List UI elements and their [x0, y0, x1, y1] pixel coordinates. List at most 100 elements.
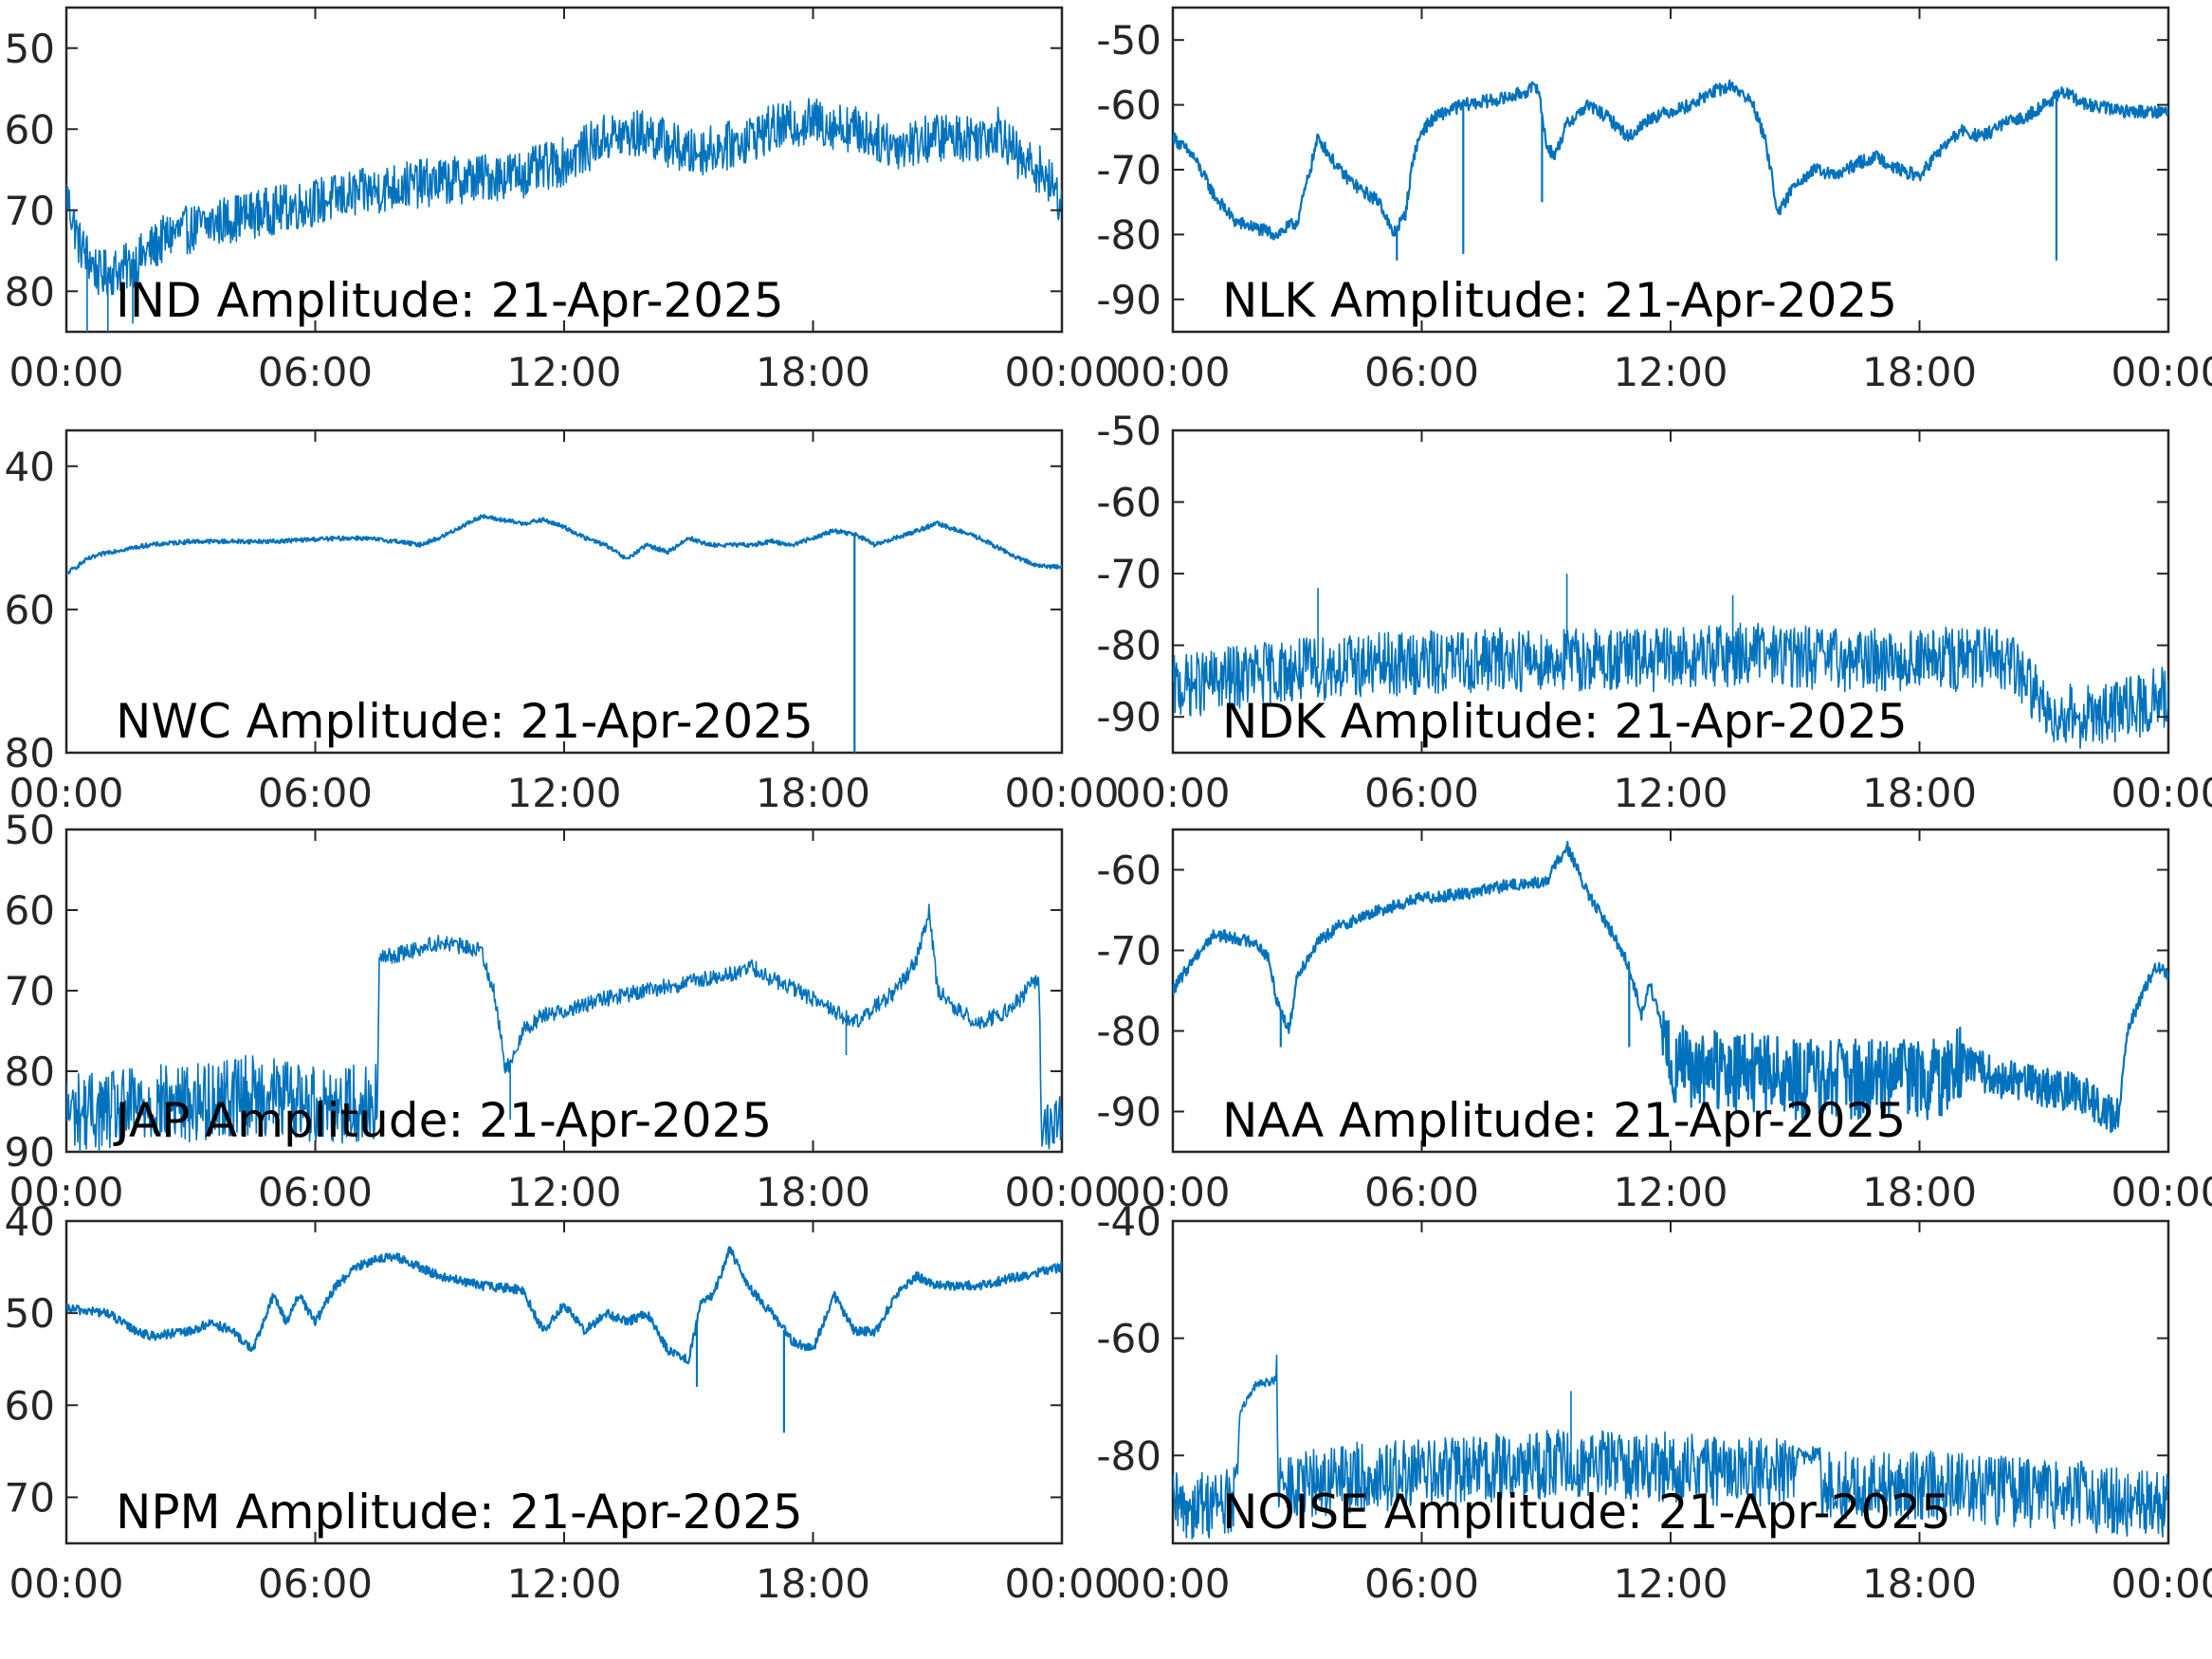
panel-npm-title: NPM Amplitude: 21-Apr-2025: [116, 1485, 803, 1540]
panel-nwc-series-line: [66, 514, 1062, 753]
panel-ind-x-tick-label: 18:00: [756, 349, 870, 395]
panel-nlk-x-tick-label: 12:00: [1613, 349, 1728, 395]
panel-nwc: 00:00 06:00 12:00 18:00 00:00 40 60 80 NWC Ampli…: [5, 428, 1120, 816]
panel-noise-x-tick-label: 00:00: [1115, 1560, 1230, 1607]
panel-naa-series-line: [1173, 840, 2168, 1134]
panel-noise-series-line: [1173, 1354, 2168, 1540]
panel-npm-y-tick-label: 40: [5, 1198, 55, 1245]
panel-naa-x-tick-label: 00:00: [2111, 1169, 2212, 1215]
panel-jap-y-tick-label: 80: [5, 1048, 55, 1095]
panel-ndk-series-line: [1173, 574, 2168, 749]
panel-ndk-x-tick-label: 18:00: [1862, 770, 1977, 816]
panel-npm-y-tick-label: 50: [5, 1290, 55, 1337]
panel-ind-series-line: [66, 98, 1062, 332]
panel-naa-y-tick-label: -70: [1096, 928, 1161, 975]
panel-nlk-x-tick-label: 06:00: [1364, 349, 1479, 395]
panel-naa-y-tick-label: -80: [1096, 1009, 1161, 1055]
panel-nlk-title: NLK Amplitude: 21-Apr-2025: [1222, 273, 1897, 328]
panel-nwc-x-tick-label: 12:00: [506, 770, 621, 816]
panel-jap-y-tick-label: 50: [5, 807, 55, 853]
panel-npm-y-tick-label: 60: [5, 1382, 55, 1429]
panel-nlk-x-tick-label: 00:00: [1115, 349, 1230, 395]
panel-ndk-y-tick-label: -80: [1096, 623, 1161, 669]
panel-nwc-y-tick-label: 40: [5, 444, 55, 490]
panel-ndk-axes-box: [1171, 428, 2170, 755]
panel-nlk-x-tick-label: 18:00: [1862, 349, 1977, 395]
panel-ndk-y-tick-label: -90: [1096, 694, 1161, 740]
panel-noise-x-tick-label: 18:00: [1862, 1560, 1977, 1607]
panel-npm-x-tick-label: 06:00: [258, 1560, 373, 1607]
panel-noise-y-tick-label: -40: [1096, 1198, 1161, 1245]
panel-jap-y-tick-label: 60: [5, 887, 55, 934]
panel-jap: 00:00 06:00 12:00 18:00 00:00 50 60 70 80 90 JAP A…: [5, 807, 1120, 1215]
panel-nlk-y-tick-label: -90: [1096, 277, 1161, 323]
panel-jap-x-tick-label: 06:00: [258, 1169, 373, 1215]
panel-nlk-x-tick-label: 00:00: [2111, 349, 2212, 395]
panel-noise: 00:00 06:00 12:00 18:00 00:00 -40 -60 -80 NOISE …: [1096, 1198, 2212, 1607]
panel-jap-x-tick-label: 00:00: [9, 1169, 123, 1215]
panel-ind-y-tick-label: 80: [5, 268, 55, 315]
panel-naa-y-tick-label: -60: [1096, 848, 1161, 894]
panel-npm-series-line: [66, 1246, 1062, 1433]
panel-nlk-y-tick-label: -60: [1096, 82, 1161, 129]
panel-naa-x-tick-label: 12:00: [1613, 1169, 1728, 1215]
panel-ndk-x-tick-label: 06:00: [1364, 770, 1479, 816]
panel-naa-y-tick-label: -90: [1096, 1089, 1161, 1136]
panel-npm-x-tick-label: 00:00: [1004, 1560, 1119, 1607]
panel-jap-x-tick-label: 18:00: [756, 1169, 870, 1215]
panel-ndk-y-tick-label: -50: [1096, 408, 1161, 454]
panel-ndk-y-tick-label: -60: [1096, 480, 1161, 526]
panel-ndk-x-tick-label: 12:00: [1613, 770, 1728, 816]
panel-ind-y-tick-label: 50: [5, 26, 55, 72]
panel-nwc-title: NWC Amplitude: 21-Apr-2025: [116, 694, 814, 749]
panel-noise-y-tick-label: -60: [1096, 1316, 1161, 1362]
panel-npm-x-tick-label: 18:00: [756, 1560, 870, 1607]
panel-jap-y-tick-label: 90: [5, 1129, 55, 1176]
panel-nlk-y-tick-label: -70: [1096, 147, 1161, 193]
panel-ndk-x-tick-label: 00:00: [1115, 770, 1230, 816]
panel-nwc-x-tick-label: 00:00: [1004, 770, 1119, 816]
panel-nwc-y-tick-label: 80: [5, 730, 55, 776]
panel-nlk: 00:00 06:00 12:00 18:00 00:00 -50 -60 -70 -80 -90…: [1096, 6, 2212, 395]
panel-npm-x-tick-label: 00:00: [9, 1560, 123, 1607]
panel-jap-y-tick-label: 70: [5, 968, 55, 1014]
panel-ind: 00:00 06:00 12:00 18:00 00:00 50 60 70 80 IND Amp…: [5, 6, 1120, 395]
panel-noise-x-tick-label: 00:00: [2111, 1560, 2212, 1607]
panel-naa-x-tick-label: 18:00: [1862, 1169, 1977, 1215]
panel-npm-x-tick-label: 12:00: [506, 1560, 621, 1607]
panel-nwc-x-tick-label: 06:00: [258, 770, 373, 816]
panel-ndk: 00:00 06:00 12:00 18:00 00:00 -50 -60 -70 -80 -90…: [1096, 408, 2212, 816]
panel-ind-title: IND Amplitude: 21-Apr-2025: [116, 273, 784, 328]
panel-nlk-y-tick-label: -80: [1096, 211, 1161, 258]
panel-nlk-series-line: [1173, 79, 2168, 261]
panel-noise-y-tick-label: -80: [1096, 1432, 1161, 1479]
panel-nwc-y-tick-label: 60: [5, 587, 55, 633]
panel-npm-y-tick-label: 70: [5, 1474, 55, 1521]
panel-naa-x-tick-label: 00:00: [1115, 1169, 1230, 1215]
panel-naa: 00:00 06:00 12:00 18:00 00:00 -60 -70 -80 -90 NAA…: [1096, 828, 2212, 1215]
panel-ind-x-tick-label: 06:00: [258, 349, 373, 395]
panel-ndk-x-tick-label: 00:00: [2111, 770, 2212, 816]
panel-ind-x-tick-label: 12:00: [506, 349, 621, 395]
panel-ind-x-tick-label: 00:00: [9, 349, 123, 395]
panel-nlk-y-tick-label: -50: [1096, 17, 1161, 64]
panel-jap-x-tick-label: 12:00: [506, 1169, 621, 1215]
panel-nwc-x-tick-label: 00:00: [9, 770, 123, 816]
panel-ind-y-tick-label: 70: [5, 188, 55, 234]
panel-nlk-axes-box: [1171, 6, 2170, 334]
panel-ind-x-tick-label: 00:00: [1004, 349, 1119, 395]
panel-jap-series-line: [66, 903, 1062, 1152]
panel-naa-x-tick-label: 06:00: [1364, 1169, 1479, 1215]
panel-nwc-x-tick-label: 18:00: [756, 770, 870, 816]
panel-npm: 00:00 06:00 12:00 18:00 00:00 40 50 60 70 NPM Amp…: [5, 1198, 1120, 1607]
panel-jap-axes-box: [64, 828, 1064, 1154]
panel-ind-y-tick-label: 60: [5, 106, 55, 153]
panel-noise-x-tick-label: 06:00: [1364, 1560, 1479, 1607]
panel-jap-x-tick-label: 00:00: [1004, 1169, 1119, 1215]
panel-noise-x-tick-label: 12:00: [1613, 1560, 1728, 1607]
panel-jap-title: JAP Amplitude: 21-Apr-2025: [113, 1093, 772, 1148]
panel-ndk-y-tick-label: -70: [1096, 551, 1161, 597]
panel-naa-title: NAA Amplitude: 21-Apr-2025: [1222, 1093, 1906, 1148]
panel-nwc-axes-box: [64, 428, 1064, 755]
